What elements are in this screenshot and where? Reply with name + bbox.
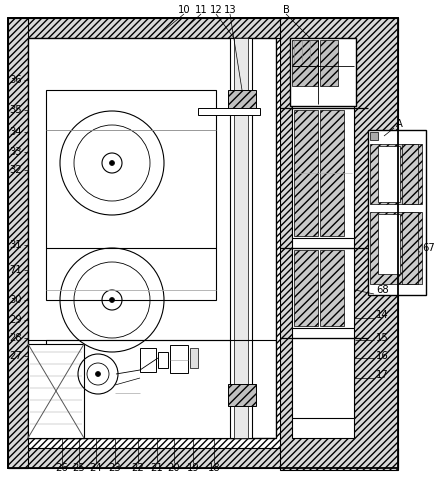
Text: 67: 67 [422,243,435,253]
Bar [292,66,318,86]
Text: A: A [396,119,403,129]
Text: 15: 15 [376,333,389,343]
Text: 34: 34 [9,127,22,137]
Text: 33: 33 [9,147,22,157]
Bar [292,38,354,438]
Bar [370,144,422,204]
Text: 23: 23 [109,463,121,473]
Text: 17: 17 [376,370,389,380]
Bar [292,40,318,66]
Bar [140,348,156,372]
Text: B: B [283,5,289,15]
Bar [370,212,422,284]
Text: 32: 32 [9,165,22,175]
Circle shape [96,372,101,377]
Bar [8,18,398,38]
Text: 68: 68 [376,285,389,295]
Bar [8,18,398,468]
Bar [190,348,198,368]
Bar [290,38,356,106]
Bar [8,18,398,468]
Bar [280,18,398,470]
Text: 36: 36 [9,75,22,85]
Bar [8,18,28,468]
Bar [378,214,400,274]
Text: 21: 21 [151,463,163,473]
Bar [292,338,354,418]
Text: 16: 16 [376,351,389,361]
Text: 11: 11 [194,5,207,15]
Bar [46,340,96,438]
Bar [294,250,318,326]
Bar [28,344,84,438]
Bar [46,340,241,438]
Circle shape [109,297,114,303]
Text: 26: 26 [56,463,68,473]
Text: 12: 12 [210,5,222,15]
Text: 27: 27 [9,351,22,361]
Bar [294,110,318,236]
Bar [370,132,378,140]
Text: 25: 25 [73,463,85,473]
Bar [230,38,252,438]
Text: 19: 19 [187,463,199,473]
Bar [292,108,354,238]
Bar [368,130,426,295]
Bar [198,108,260,115]
Bar [320,40,338,86]
Text: 71: 71 [9,265,22,275]
Bar [28,38,276,438]
Bar [320,110,344,236]
Bar [292,248,354,328]
Bar [158,352,168,368]
Bar [228,90,256,112]
Text: 29: 29 [9,315,22,325]
Bar [228,384,256,406]
Text: 24: 24 [89,463,102,473]
Bar [8,448,398,468]
Bar [320,250,344,326]
Circle shape [109,161,114,166]
Text: 35: 35 [9,105,22,115]
Bar [46,90,216,300]
Text: 28: 28 [9,333,22,343]
Text: 14: 14 [376,310,389,320]
Text: 30: 30 [9,295,22,305]
Bar [402,144,418,204]
Bar [234,38,248,438]
Text: 20: 20 [168,463,180,473]
Text: 10: 10 [178,5,190,15]
Bar [170,345,188,373]
Bar [378,146,400,202]
Bar [402,212,418,284]
Text: 18: 18 [208,463,220,473]
Text: 22: 22 [132,463,144,473]
Text: 31: 31 [9,240,22,250]
Text: 13: 13 [224,5,236,15]
